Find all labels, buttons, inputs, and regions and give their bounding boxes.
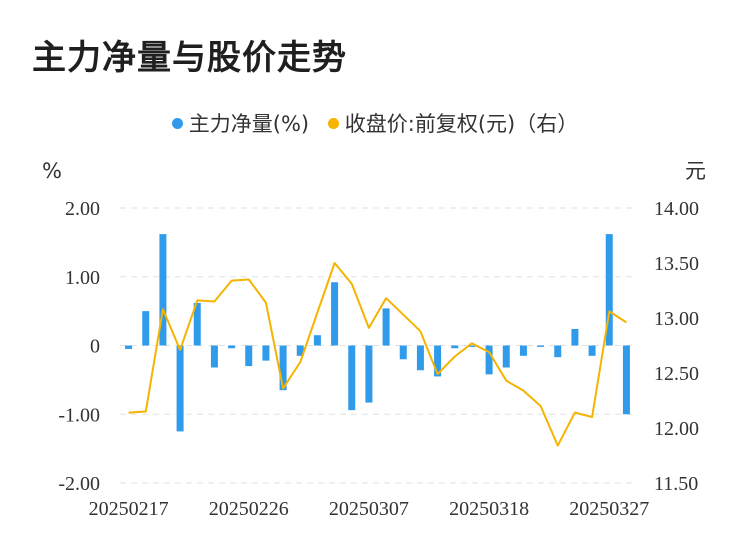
chart-title: 主力净量与股价走势: [32, 38, 347, 78]
line-series: [128, 262, 627, 447]
bar[interactable]: [485, 345, 493, 375]
bar[interactable]: [451, 345, 459, 349]
bar[interactable]: [348, 345, 356, 411]
left-tick-label: 1.00: [65, 267, 100, 289]
bar[interactable]: [399, 345, 407, 360]
left-tick-label: 2.00: [65, 198, 100, 220]
price-line[interactable]: [128, 262, 627, 447]
bar[interactable]: [331, 282, 339, 346]
bar[interactable]: [365, 345, 373, 403]
right-tick-label: 13.00: [654, 308, 699, 330]
bar[interactable]: [502, 345, 510, 368]
x-tick-label: 20250226: [209, 498, 289, 520]
bar[interactable]: [210, 345, 218, 368]
bar-series: [125, 234, 630, 432]
bar[interactable]: [434, 345, 442, 377]
x-tick-label: 20250217: [89, 498, 169, 520]
bar[interactable]: [125, 345, 133, 349]
left-axis-unit: %: [42, 159, 62, 183]
bar[interactable]: [193, 302, 201, 346]
bar[interactable]: [142, 311, 150, 346]
bar[interactable]: [468, 345, 476, 347]
bar[interactable]: [554, 345, 562, 358]
left-tick-label: -1.00: [58, 404, 100, 426]
left-tick-label: 0: [90, 336, 100, 358]
bar[interactable]: [382, 308, 390, 346]
bar[interactable]: [622, 345, 630, 415]
right-tick-label: 13.50: [654, 253, 699, 275]
bar[interactable]: [159, 234, 167, 346]
left-tick-label: -2.00: [58, 473, 100, 495]
bar[interactable]: [279, 345, 287, 391]
right-tick-label: 12.50: [654, 363, 699, 385]
right-axis-unit: 元: [685, 159, 706, 183]
gridlines: [120, 207, 635, 484]
x-tick-label: 20250307: [329, 498, 409, 520]
right-tick-label: 14.00: [654, 198, 699, 220]
legend-dot-orange: [327, 117, 339, 129]
legend-item-close-price[interactable]: 收盘价:前复权(元)（右）: [327, 108, 579, 138]
right-tick-label: 11.50: [654, 473, 698, 495]
right-tick-label: 12.00: [654, 418, 699, 440]
bar[interactable]: [262, 345, 270, 361]
legend-label-close-price: 收盘价:前复权(元)（右）: [344, 112, 579, 136]
bar[interactable]: [605, 234, 613, 346]
bar[interactable]: [519, 345, 527, 356]
legend: 主力净量(%) 收盘价:前复权(元)（右）: [0, 108, 750, 138]
bar[interactable]: [176, 345, 184, 432]
axis-ticks: 2.00 1.00 0 -1.00 -2.00 14.00 13.50 13.00 12.50 1…: [58, 198, 699, 520]
legend-label-main-net: 主力净量(%): [188, 112, 310, 136]
legend-item-main-net[interactable]: 主力净量(%): [171, 108, 310, 138]
bar[interactable]: [537, 345, 545, 347]
bar[interactable]: [571, 329, 579, 346]
x-tick-label: 20250318: [449, 498, 529, 520]
legend-dot-blue: [171, 117, 183, 129]
bar[interactable]: [296, 345, 304, 356]
bar[interactable]: [245, 345, 253, 367]
bar[interactable]: [588, 345, 596, 356]
x-tick-label: 20250327: [569, 498, 649, 520]
bar[interactable]: [313, 335, 321, 346]
bar[interactable]: [228, 345, 236, 349]
bar[interactable]: [416, 345, 424, 371]
